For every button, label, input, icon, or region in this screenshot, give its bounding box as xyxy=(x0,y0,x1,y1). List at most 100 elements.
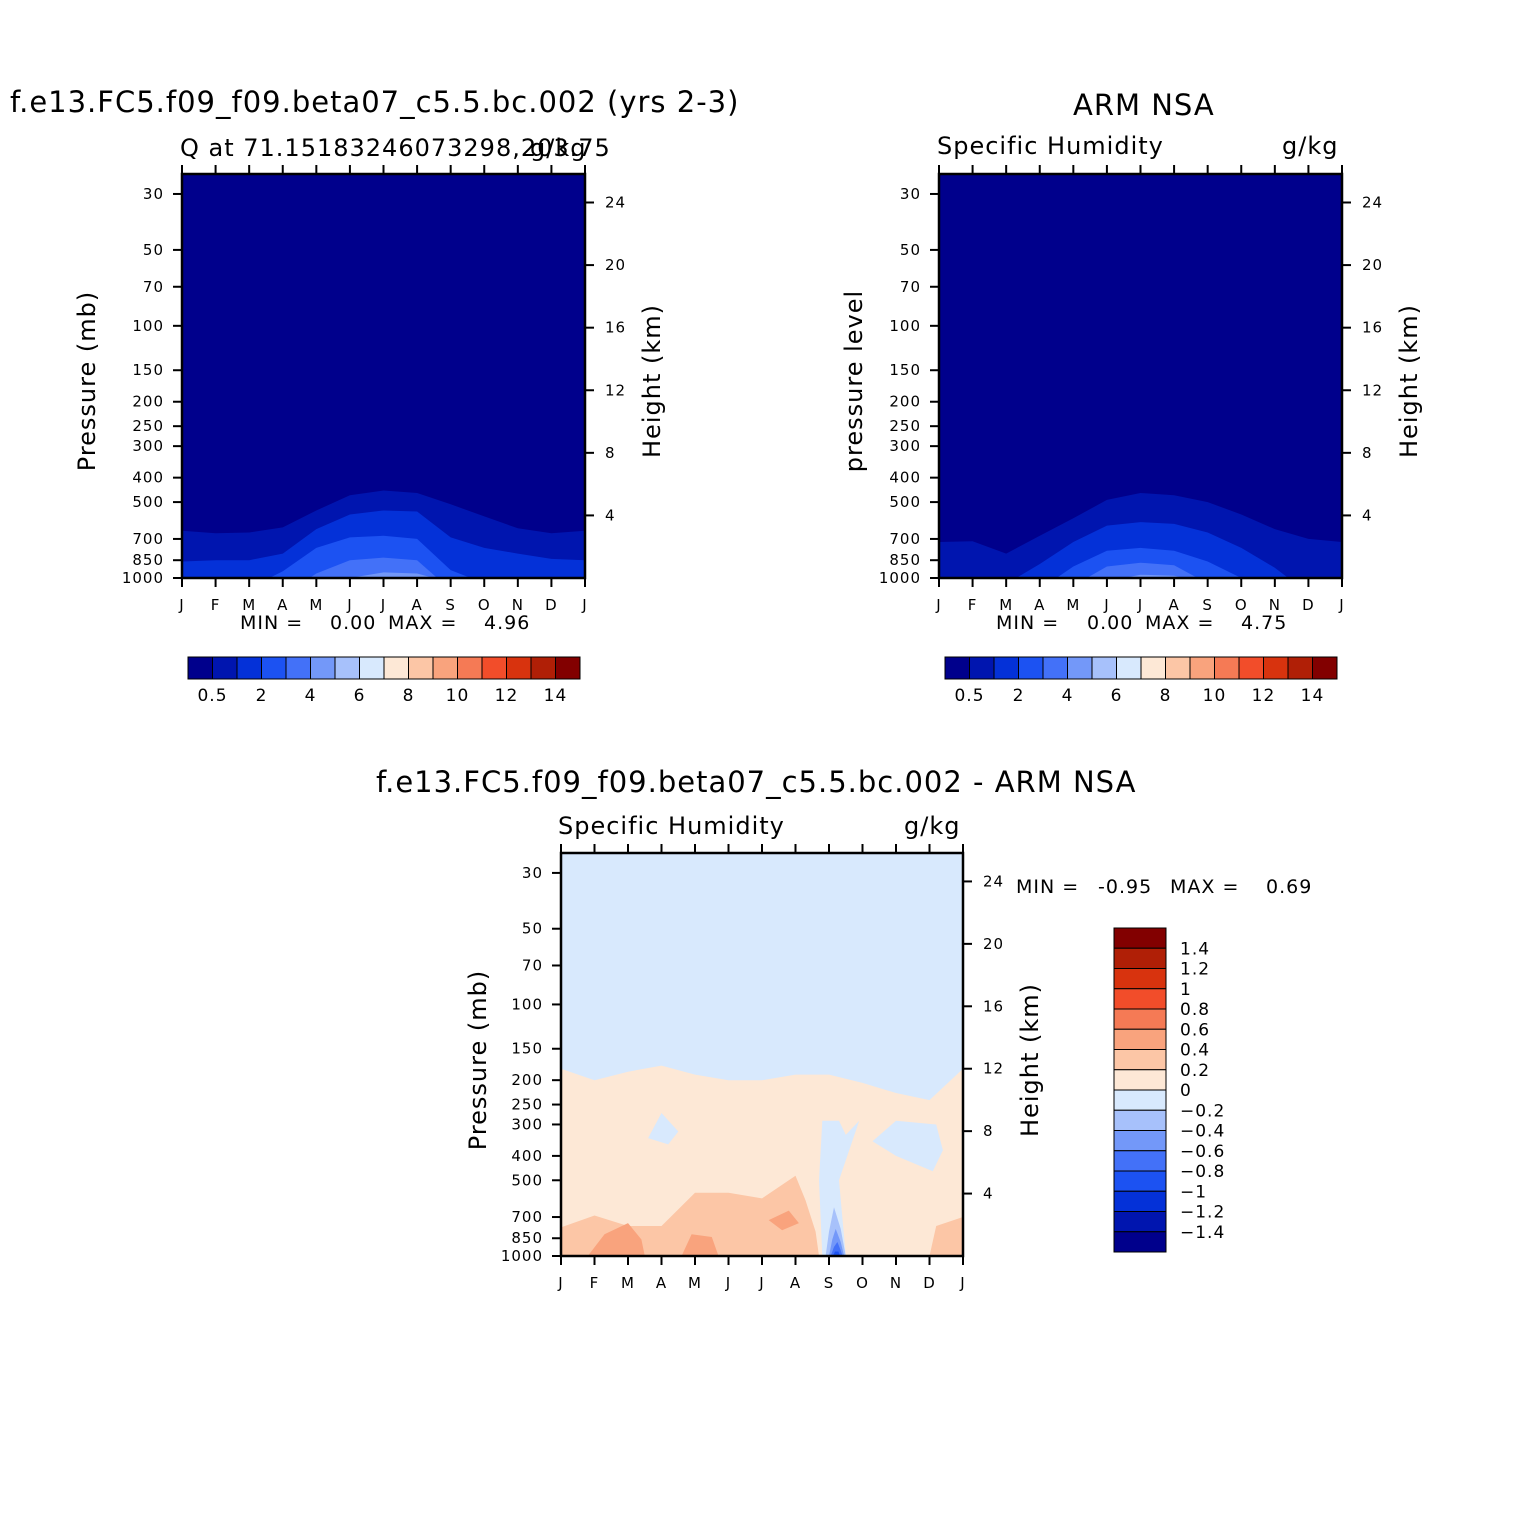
diff-colorbar-swatch xyxy=(1113,1069,1167,1091)
obs-contour-fill xyxy=(939,174,1342,578)
model-left-subtitle: Q at 71.15183246073298,203.75 xyxy=(180,134,611,162)
model-colorbar-swatch xyxy=(236,656,262,680)
diff-contour-region-11 xyxy=(830,1242,843,1256)
diff-x-tick-label: M xyxy=(688,1274,702,1292)
obs-y-right-tick-label: 12 xyxy=(1362,381,1383,399)
obs-colorbar-label: 14 xyxy=(1301,686,1325,706)
model-x-tick-label: M xyxy=(309,596,323,614)
diff-colorbar-label: −0.4 xyxy=(1180,1122,1225,1142)
obs-colorbar-swatch xyxy=(969,656,995,680)
diff-y-tick-label: 250 xyxy=(511,1096,543,1114)
obs-colorbar-swatch xyxy=(1312,656,1338,680)
diff-contour-region-10 xyxy=(829,1228,845,1256)
model-colorbar-swatch xyxy=(506,656,532,680)
diff-colorbar-label: 0.8 xyxy=(1180,1000,1210,1020)
model-y-tick-label: 250 xyxy=(132,417,164,435)
diff-y-right-tick-label: 8 xyxy=(983,1122,994,1140)
model-x-tick-label: M xyxy=(242,596,256,614)
diff-colorbar-swatch xyxy=(1113,1231,1167,1253)
obs-y-right-axis-label: Height (km) xyxy=(1395,304,1423,458)
model-min-value: 0.00 xyxy=(330,612,377,634)
obs-colorbar-swatch xyxy=(1116,656,1142,680)
obs-colorbar-swatch xyxy=(1042,656,1068,680)
diff-contour-fill xyxy=(561,853,963,1256)
obs-y-tick-label: 500 xyxy=(889,493,921,511)
model-y-right-axis-label: Height (km) xyxy=(638,304,666,458)
model-y-axis-label: Pressure (mb) xyxy=(73,291,101,471)
diff-colorbar-label: 0.2 xyxy=(1180,1061,1210,1081)
diff-y-right-axis-label: Height (km) xyxy=(1016,983,1044,1137)
model-colorbar-swatch xyxy=(383,656,409,680)
model-x-tick-label: A xyxy=(411,596,422,614)
diff-contour-region-8 xyxy=(929,1217,963,1256)
diff-left-subtitle: Specific Humidity xyxy=(558,812,785,840)
diff-contour-region-7 xyxy=(768,1210,799,1231)
model-x-tick-label: J xyxy=(346,596,352,614)
model-x-tick-label: J xyxy=(581,596,587,614)
model-y-tick-label: 50 xyxy=(143,241,164,259)
diff-y-right-tick-label: 20 xyxy=(983,935,1004,953)
model-x-tick-label: S xyxy=(445,596,456,614)
diff-x-tick-label: A xyxy=(790,1274,801,1292)
model-x-tick-label: D xyxy=(545,596,558,614)
obs-y-tick-label: 1000 xyxy=(879,569,921,587)
obs-y-axis-label: pressure level xyxy=(840,290,868,472)
obs-colorbar-label: 6 xyxy=(1111,686,1123,706)
diff-x-tick-label: S xyxy=(824,1274,835,1292)
model-x-tick-label: J xyxy=(380,596,386,614)
diff-y-right-tick-label: 12 xyxy=(983,1060,1004,1078)
diff-y-tick-label: 150 xyxy=(511,1040,543,1058)
diff-colorbar-label: 1.4 xyxy=(1180,939,1210,959)
model-y-tick-label: 200 xyxy=(132,393,164,411)
model-colorbar-swatch xyxy=(310,656,336,680)
diff-colorbar-label: −0.8 xyxy=(1180,1162,1225,1182)
obs-x-tick-label: J xyxy=(1103,596,1109,614)
obs-colorbar-swatch xyxy=(1287,656,1313,680)
diff-colorbar-swatch xyxy=(1113,947,1167,969)
obs-colorbar-label: 12 xyxy=(1252,686,1276,706)
model-y-right-tick-label: 16 xyxy=(605,319,626,337)
diff-x-tick-label: J xyxy=(959,1274,965,1292)
obs-y-tick-label: 100 xyxy=(889,317,921,335)
model-y-tick-label: 700 xyxy=(132,530,164,548)
model-y-tick-label: 1000 xyxy=(122,569,164,587)
model-title: f.e13.FC5.f09_f09.beta07_c5.5.bc.002 (yr… xyxy=(10,85,740,119)
obs-y-tick-label: 250 xyxy=(889,417,921,435)
model-colorbar-swatch xyxy=(187,656,213,680)
obs-max-value: 4.75 xyxy=(1241,612,1288,634)
obs-y-tick-label: 850 xyxy=(889,551,921,569)
diff-colorbar-label: 1.2 xyxy=(1180,960,1210,980)
model-colorbar-swatch xyxy=(261,656,287,680)
obs-y-tick-label: 70 xyxy=(900,278,921,296)
diff-title: f.e13.FC5.f09_f09.beta07_c5.5.bc.002 - A… xyxy=(376,765,1137,799)
diff-x-tick-label: J xyxy=(758,1274,764,1292)
obs-min-label: MIN = xyxy=(996,612,1060,634)
obs-x-tick-label: J xyxy=(1338,596,1344,614)
model-colorbar-label: 4 xyxy=(305,686,317,706)
model-colorbar-swatch xyxy=(481,656,507,680)
diff-y-right-tick-label: 16 xyxy=(983,997,1004,1015)
model-units: g/kg xyxy=(530,134,587,162)
diff-x-tick-label: A xyxy=(656,1274,667,1292)
diff-contour-region-1 xyxy=(819,1120,860,1256)
model-colorbar-label: 10 xyxy=(446,686,470,706)
model-y-right-tick-label: 4 xyxy=(605,506,616,524)
model-x-tick-label: N xyxy=(512,596,524,614)
diff-colorbar-label: −1.4 xyxy=(1180,1223,1225,1243)
diff-x-tick-label: M xyxy=(621,1274,635,1292)
model-colorbar-swatch xyxy=(359,656,385,680)
model-y-tick-label: 850 xyxy=(132,551,164,569)
obs-colorbar-swatch xyxy=(1067,656,1093,680)
model-colorbar-swatch xyxy=(408,656,434,680)
diff-colorbar-swatch xyxy=(1113,1130,1167,1152)
model-colorbar-swatch xyxy=(212,656,238,680)
diff-plot-area xyxy=(552,844,1167,1265)
obs-y-right-tick-label: 24 xyxy=(1362,194,1383,212)
diff-y-right-tick-label: 24 xyxy=(983,872,1004,890)
obs-title: ARM NSA xyxy=(1073,88,1215,122)
diff-contour-region-5 xyxy=(587,1223,645,1256)
model-x-tick-label: F xyxy=(211,596,221,614)
obs-colorbar-swatch xyxy=(1165,656,1191,680)
model-x-tick-label: J xyxy=(178,596,184,614)
model-y-tick-label: 300 xyxy=(132,437,164,455)
